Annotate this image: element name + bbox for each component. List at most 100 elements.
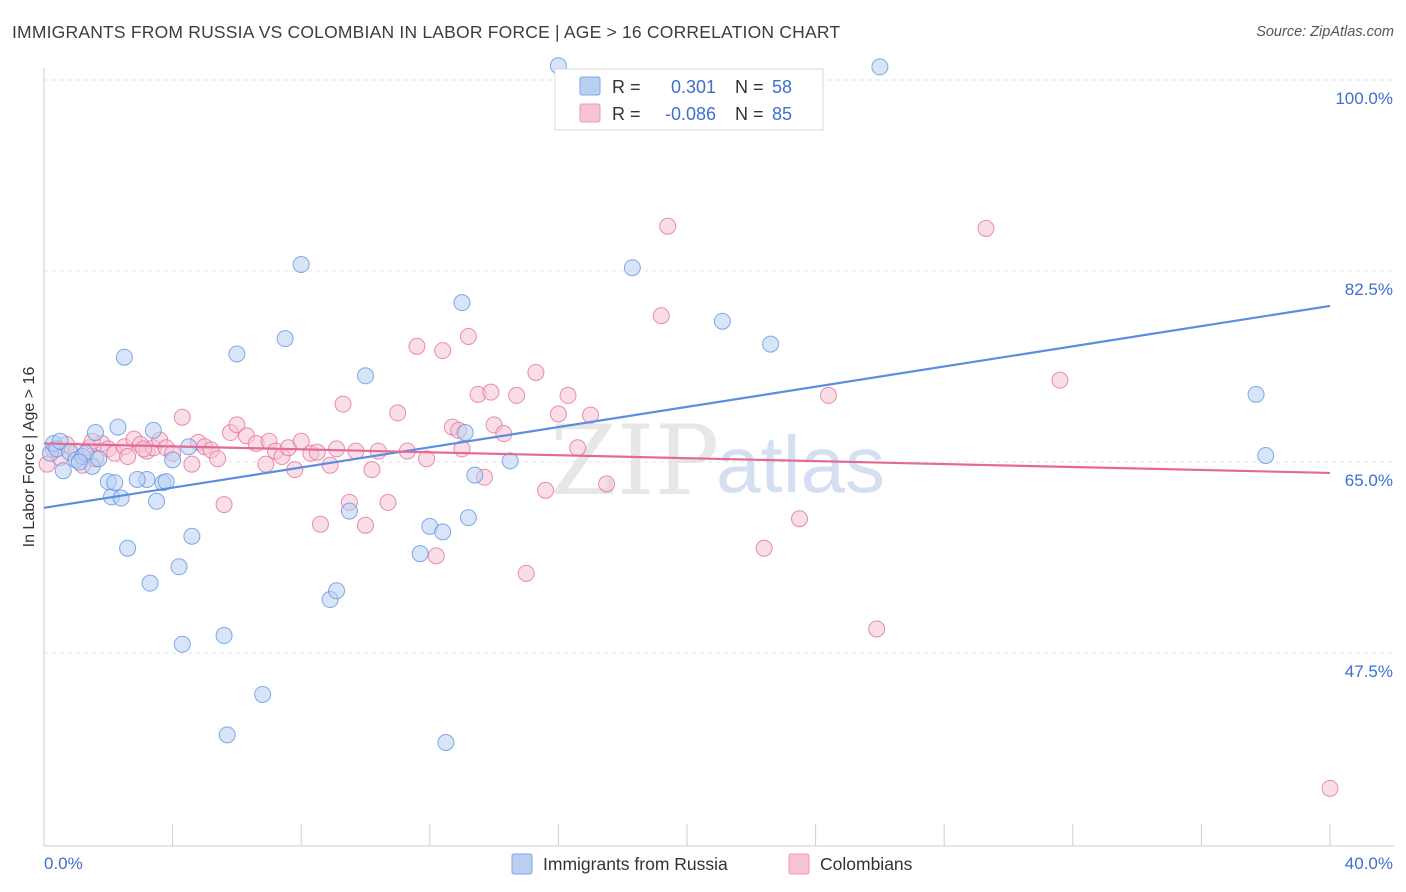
russia-point-28: [173, 635, 191, 653]
russia-point-49: [501, 452, 519, 470]
y-tick-label-65: 65.0%: [1345, 471, 1393, 490]
colombians-point-73: [755, 539, 773, 557]
colombians-point-63: [517, 564, 535, 582]
russia-point-56: [762, 335, 780, 353]
russia-point-57: [70, 453, 88, 471]
colombians-point-81: [135, 440, 153, 458]
colombians-point-83: [308, 443, 326, 461]
legend-r-label-2: R =: [612, 104, 641, 124]
russia-point-4: [54, 462, 72, 480]
russia-point-51: [623, 259, 641, 277]
legend-swatch-colombians: [579, 103, 601, 123]
russia-point-38: [328, 582, 346, 600]
x-axis-ticks: [172, 824, 1331, 846]
colombians-point-20: [183, 455, 201, 473]
russia-point-31: [215, 627, 233, 645]
legend-r-label-1: R =: [612, 77, 641, 97]
y-tick-label-82-5: 82.5%: [1345, 280, 1393, 299]
colombians-point-65: [537, 481, 555, 499]
stats-legend: R = 0.301 N = 58 R = -0.086 N = 85: [554, 68, 824, 131]
russia-point-17: [119, 539, 137, 557]
russia-point-23: [144, 421, 162, 439]
colombians-point-62: [508, 386, 526, 404]
colombians-point-56: [459, 327, 477, 345]
colombians-point-64: [527, 364, 545, 382]
colombians-point-53: [434, 342, 452, 360]
series-russia: [41, 57, 1275, 751]
russia-point-16: [109, 418, 127, 436]
russia-point-39: [340, 502, 358, 520]
russia-point-35: [276, 330, 294, 348]
legend-n-label-2: N =: [735, 104, 764, 124]
trend-lines: [43, 304, 1331, 509]
russia-point-47: [456, 424, 474, 442]
colombians-point-51: [418, 450, 436, 468]
legend-n-label-1: N =: [735, 77, 764, 97]
russia-point-48: [466, 466, 484, 484]
series-legend-swatch-colombians: [788, 853, 810, 875]
colombians-point-71: [652, 307, 670, 325]
legend-n-value-colombians: 85: [772, 104, 792, 124]
colombians-point-75: [819, 386, 837, 404]
colombians-point-79: [1321, 779, 1339, 797]
trend-line-colombians: [43, 442, 1331, 475]
colombians-point-59: [482, 383, 500, 401]
russia-point-15: [112, 489, 130, 507]
russia-point-27: [170, 558, 188, 576]
legend-r-value-colombians: -0.086: [665, 104, 716, 124]
colombians-point-61: [495, 425, 513, 443]
x-tick-label-min: 0.0%: [44, 854, 83, 873]
colombians-point-30: [257, 455, 275, 473]
colombians-point-67: [559, 386, 577, 404]
russia-point-55: [1257, 446, 1275, 464]
russia-point-3: [51, 432, 69, 450]
russia-point-54: [1247, 385, 1265, 403]
russia-point-44: [437, 733, 455, 751]
colombians-point-47: [379, 493, 397, 511]
russia-point-45: [453, 294, 471, 312]
russia-point-18: [115, 348, 133, 366]
gridlines: [44, 79, 1394, 654]
legend-swatch-russia: [579, 76, 601, 96]
russia-point-32: [218, 726, 236, 744]
colombians-point-52: [427, 547, 445, 565]
y-axis-title: In Labor Force | Age > 16: [21, 367, 38, 548]
russia-point-41: [411, 545, 429, 563]
colombians-point-66: [549, 405, 567, 423]
russia-point-36: [292, 255, 310, 273]
colombians-point-74: [791, 510, 809, 528]
y-tick-label-47-5: 47.5%: [1345, 662, 1393, 681]
colombians-point-38: [311, 515, 329, 533]
russia-point-33: [228, 345, 246, 363]
colombians-point-68: [569, 439, 587, 457]
russia-point-11: [90, 450, 108, 468]
colombians-point-76: [868, 620, 886, 638]
legend-r-value-russia: 0.301: [671, 77, 716, 97]
colombians-point-40: [328, 440, 346, 458]
chart-title: IMMIGRANTS FROM RUSSIA VS COLOMBIAN IN L…: [12, 22, 841, 42]
series-legend-label-russia: Immigrants from Russia: [543, 854, 728, 874]
russia-point-21: [141, 574, 159, 592]
watermark-zip: ZIP: [550, 405, 719, 517]
colombians-point-48: [389, 404, 407, 422]
source-note: Source: ZipAtlas.com: [1256, 24, 1394, 40]
colombians-point-39: [321, 456, 339, 474]
colombians-point-27: [228, 416, 246, 434]
colombians-point-44: [357, 516, 374, 534]
series-legend: Immigrants from Russia Colombians: [511, 853, 913, 875]
russia-point-26: [164, 451, 182, 469]
y-tick-label-100: 100.0%: [1335, 89, 1393, 108]
colombians-point-78: [1051, 371, 1069, 389]
russia-point-30: [183, 527, 201, 545]
colombians-point-72: [659, 217, 677, 235]
colombians-point-84: [119, 448, 137, 466]
colombians-point-25: [215, 496, 233, 514]
watermark-atlas: atlas: [716, 420, 885, 509]
colombians-point-77: [977, 219, 995, 237]
series-legend-swatch-russia: [511, 853, 533, 875]
colombians-point-45: [363, 461, 381, 479]
trend-line-russia: [43, 304, 1331, 509]
colombians-point-24: [209, 450, 227, 468]
russia-point-10: [86, 424, 104, 442]
